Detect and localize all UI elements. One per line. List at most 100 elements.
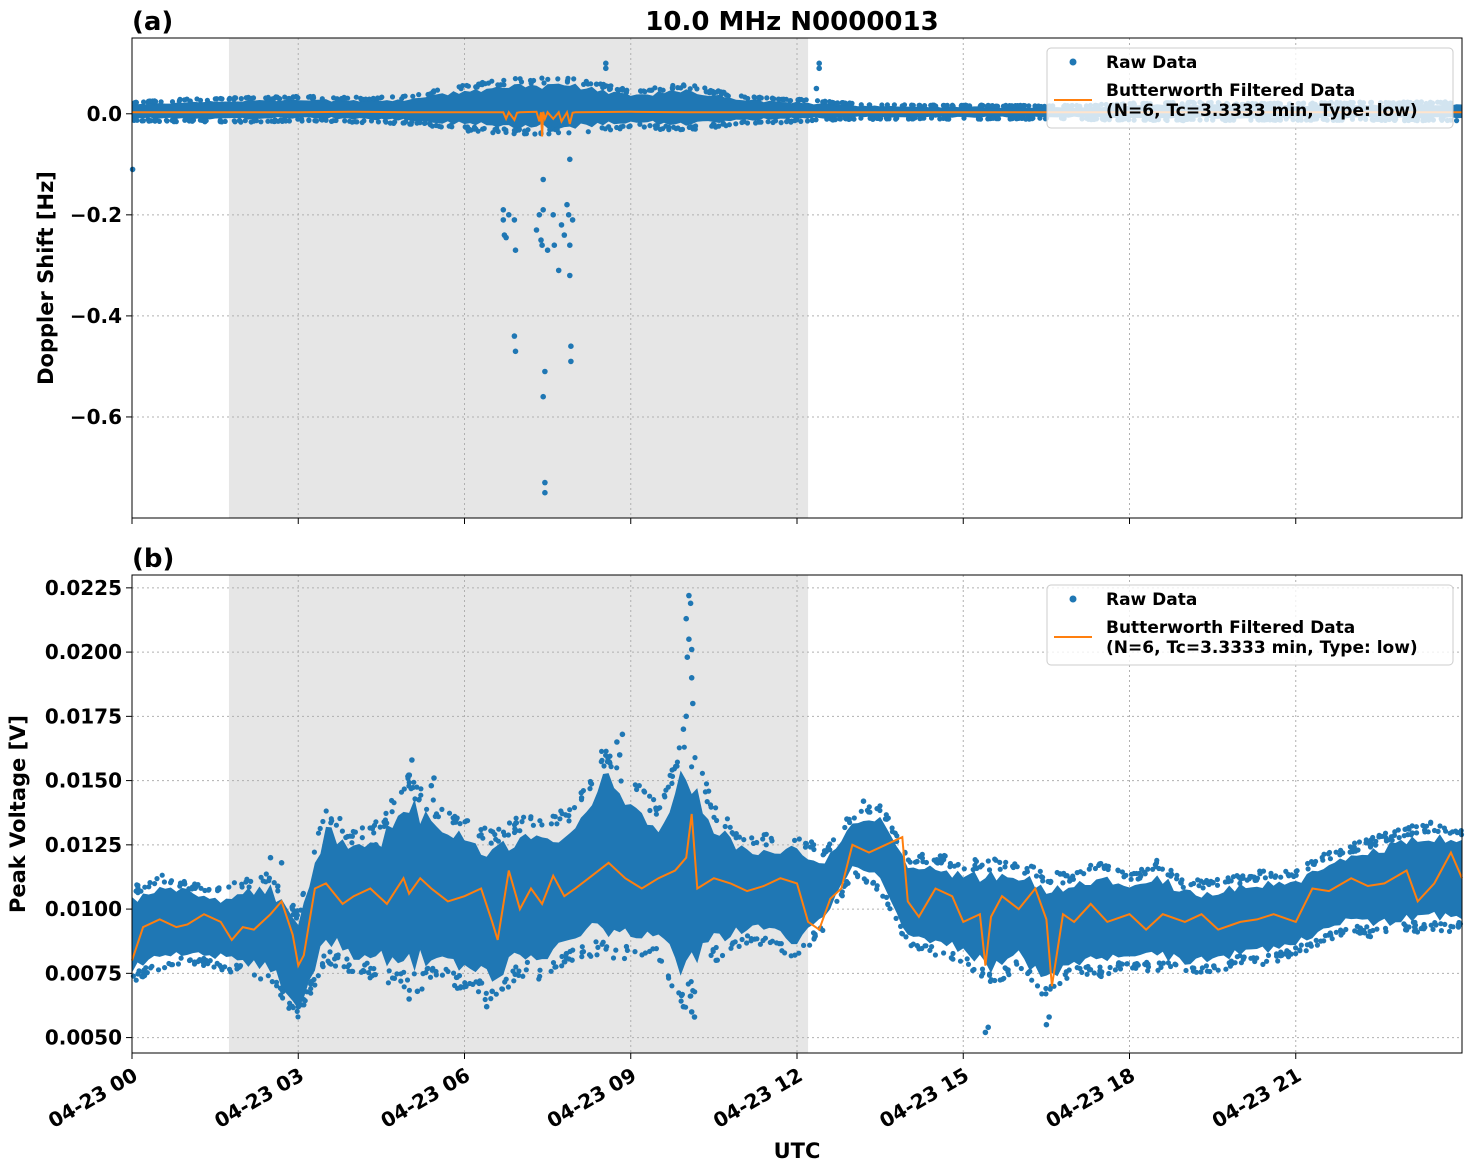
raw-data-point [674, 763, 680, 769]
panel-b-legend-raw-label: Raw Data [1106, 590, 1197, 610]
raw-data-point [687, 600, 694, 607]
raw-data-point [488, 840, 494, 846]
raw-data-point [272, 117, 278, 123]
raw-data-point [1079, 969, 1085, 976]
raw-data-point [807, 844, 814, 850]
raw-data-point [1191, 880, 1197, 887]
raw-data-point [295, 116, 301, 122]
raw-data-point [294, 908, 301, 914]
raw-data-point [216, 885, 222, 891]
raw-data-point [1026, 103, 1032, 109]
raw-data-point [1168, 963, 1174, 970]
y-tick-label: 0.0 [87, 102, 122, 126]
raw-data-point [226, 966, 233, 972]
raw-data-point [564, 201, 570, 208]
raw-data-point [464, 82, 470, 89]
raw-data-point [760, 836, 766, 842]
panel-a-legend: Raw Data Butterworth Filtered Data (N=6, … [1046, 47, 1454, 129]
raw-data-point [275, 888, 281, 894]
raw-data-point [539, 822, 545, 828]
raw-data-point [315, 830, 322, 836]
raw-data-point [232, 95, 238, 101]
raw-data-point [594, 952, 600, 958]
raw-data-point [450, 820, 456, 826]
raw-data-point [1010, 115, 1016, 121]
raw-data-point [350, 968, 356, 975]
raw-data-point [762, 935, 769, 941]
raw-data-point [950, 103, 956, 109]
raw-data-point [416, 796, 422, 803]
raw-data-point [146, 884, 152, 890]
raw-data-point [1404, 927, 1410, 933]
raw-data-point [834, 898, 840, 904]
raw-data-point [1325, 851, 1331, 857]
raw-data-point [544, 247, 551, 253]
raw-data-point [567, 807, 573, 813]
raw-data-point [599, 757, 605, 763]
y-tick-label: 0.0125 [45, 833, 122, 857]
raw-data-point [1354, 923, 1360, 930]
raw-data-point [350, 828, 356, 835]
raw-data-point [381, 823, 387, 830]
raw-data-point [300, 891, 306, 898]
panel-a-legend-filtered-label: Butterworth Filtered Data (N=6, Tc=3.3333… [1106, 81, 1418, 121]
raw-data-point [1382, 925, 1389, 932]
raw-data-point [552, 814, 558, 820]
raw-data-point [708, 804, 714, 810]
raw-data-point [763, 842, 769, 848]
raw-data-point [503, 234, 509, 241]
raw-data-point [548, 821, 555, 827]
raw-data-point [1274, 953, 1280, 959]
raw-data-point [401, 120, 407, 126]
raw-data-point [359, 835, 365, 841]
raw-data-point [1338, 847, 1344, 853]
raw-data-point [524, 959, 531, 966]
raw-data-point [940, 115, 947, 121]
raw-data-point [813, 117, 819, 123]
raw-data-point [269, 96, 276, 102]
raw-data-point [1034, 983, 1041, 989]
raw-data-point [1414, 929, 1421, 935]
raw-data-point [830, 837, 837, 843]
raw-data-point [273, 979, 280, 985]
raw-data-point [765, 119, 771, 125]
raw-data-point [317, 825, 323, 832]
raw-data-point [990, 115, 996, 121]
raw-data-point [152, 98, 158, 104]
raw-data-point [476, 833, 482, 839]
raw-data-point [1401, 921, 1407, 927]
raw-data-point [1086, 866, 1092, 872]
raw-data-point [483, 990, 489, 996]
raw-data-point [586, 952, 593, 958]
raw-data-point [802, 844, 809, 850]
raw-data-point [947, 860, 954, 867]
raw-data-point [891, 102, 898, 108]
raw-data-point [686, 592, 692, 599]
raw-data-point [830, 117, 836, 123]
raw-data-point [538, 237, 544, 243]
x-tick-label: 04-23 00 [44, 1063, 142, 1133]
raw-data-point [489, 988, 496, 995]
raw-data-point [919, 945, 925, 952]
raw-data-point [614, 124, 620, 131]
raw-data-point [744, 940, 750, 946]
raw-data-point [842, 824, 848, 831]
raw-data-point [564, 78, 571, 84]
raw-data-point [1092, 865, 1098, 872]
raw-data-point [168, 962, 174, 968]
raw-data-point [164, 118, 170, 124]
raw-data-point [778, 120, 784, 126]
raw-data-point [884, 102, 891, 108]
raw-data-point [190, 117, 197, 123]
raw-data-point [383, 810, 389, 817]
raw-data-point [752, 95, 758, 101]
raw-data-point [867, 809, 873, 815]
raw-data-point [294, 912, 300, 918]
raw-data-point [347, 833, 353, 839]
raw-data-point [182, 117, 188, 123]
raw-data-point [206, 886, 212, 893]
raw-data-point [553, 964, 559, 970]
raw-data-point [323, 808, 329, 814]
raw-data-point [1367, 928, 1373, 935]
raw-data-point [893, 915, 899, 922]
